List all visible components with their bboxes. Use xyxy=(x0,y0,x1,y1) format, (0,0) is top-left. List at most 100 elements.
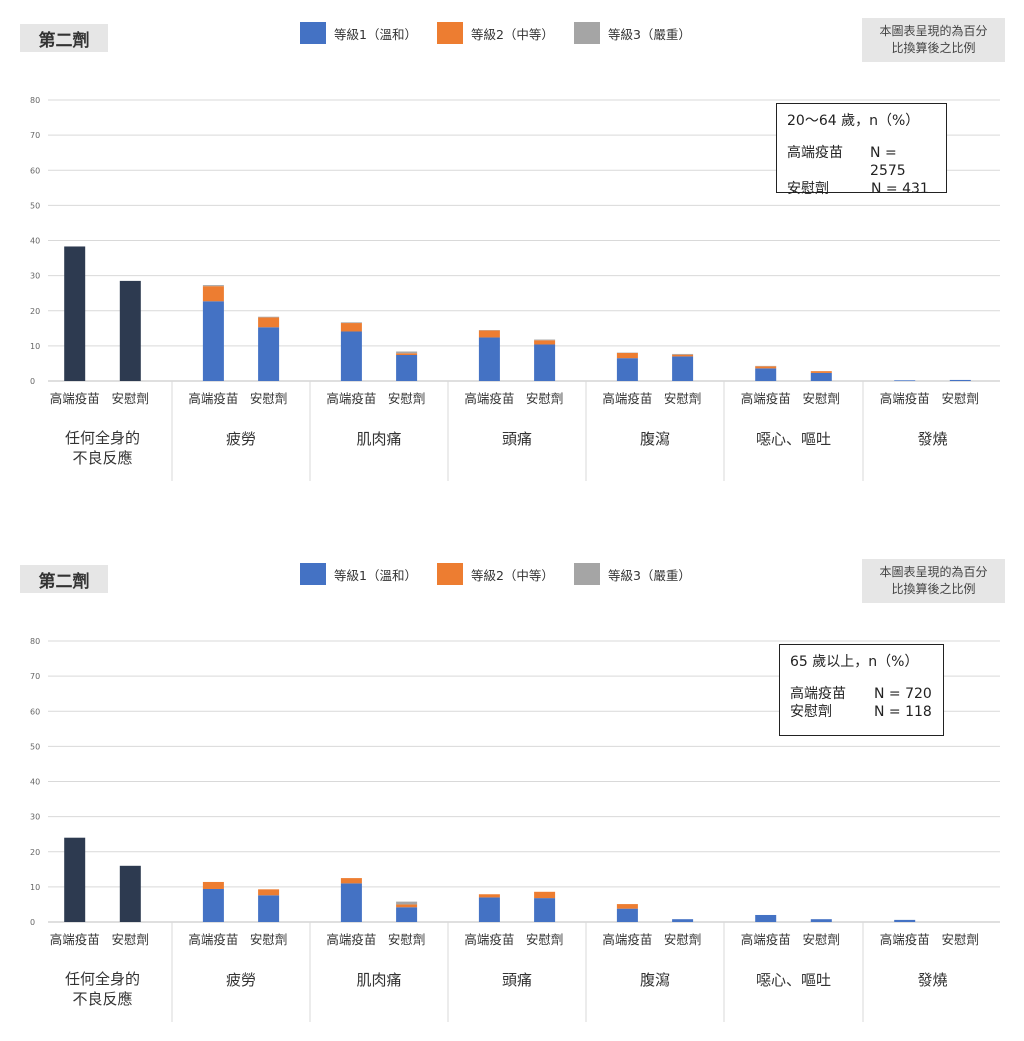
y-tick-label: 30 xyxy=(30,272,40,281)
bar-segment-grade1 xyxy=(811,919,832,922)
sample-value-vaccine: N = 720 xyxy=(874,685,932,703)
bar-segment-grade2 xyxy=(203,882,224,889)
bar-segment-grade2 xyxy=(811,371,832,373)
sample-size-box: 65 歲以上，n（%） 高端疫苗 N = 720 安慰劑 N = 118 xyxy=(779,644,944,736)
bar-segment-grade1 xyxy=(258,327,279,381)
x-tick-label: 安慰劑 xyxy=(526,932,564,947)
bar-segment-grade1 xyxy=(396,907,417,922)
x-tick-label: 安慰劑 xyxy=(803,932,841,947)
x-tick-label: 高端疫苗 xyxy=(464,932,514,947)
group-label: 肌肉痛 xyxy=(356,430,401,448)
x-tick-label: 高端疫苗 xyxy=(50,932,100,947)
group-label: 疲勞 xyxy=(226,971,256,989)
bar-segment-grade1 xyxy=(479,337,500,381)
bar-segment-grade2 xyxy=(755,366,776,368)
bar-segment-grade1 xyxy=(341,883,362,922)
x-tick-label: 安慰劑 xyxy=(664,932,702,947)
sample-size-box: 20～64 歲，n（%） 高端疫苗 N = 2575 安慰劑 N = 431 xyxy=(776,103,947,193)
sample-value-vaccine: N = 2575 xyxy=(870,144,936,180)
bar-segment-grade2 xyxy=(617,353,638,358)
sample-size-title: 20～64 歲，n（%） xyxy=(787,110,936,130)
sample-size-title: 65 歲以上，n（%） xyxy=(790,651,933,671)
x-tick-label: 安慰劑 xyxy=(388,932,426,947)
bar-segment-grade1 xyxy=(894,380,915,381)
x-tick-label: 高端疫苗 xyxy=(188,391,238,406)
y-tick-label: 60 xyxy=(30,166,40,175)
bar-segment-grade1 xyxy=(950,380,971,381)
x-tick-label: 安慰劑 xyxy=(664,391,702,406)
bar-segment-grade1 xyxy=(672,919,693,922)
group-label: 噁心、嘔吐 xyxy=(756,430,831,448)
y-tick-label: 40 xyxy=(30,778,40,787)
x-tick-label: 高端疫苗 xyxy=(326,932,376,947)
group-label: 肌肉痛 xyxy=(356,971,401,989)
x-tick-label: 高端疫苗 xyxy=(741,932,791,947)
bar-segment-grade2 xyxy=(479,330,500,337)
group-label: 不良反應 xyxy=(72,449,132,467)
bar-segment-grade1 xyxy=(672,356,693,381)
group-label: 噁心、嘔吐 xyxy=(756,971,831,989)
bar-segment-grade1 xyxy=(811,373,832,381)
x-tick-label: 安慰劑 xyxy=(250,391,288,406)
x-tick-label: 安慰劑 xyxy=(942,932,980,947)
bar-segment-grade2 xyxy=(534,340,555,344)
bar-segment-grade3 xyxy=(258,317,279,318)
group-label: 疲勞 xyxy=(226,430,256,448)
bar-segment-grade1 xyxy=(534,898,555,922)
bar-chart: 01020304050607080高端疫苗安慰劑高端疫苗安慰劑高端疫苗安慰劑高端… xyxy=(0,541,1024,1041)
bar-segment-grade1 xyxy=(203,889,224,922)
bar-segment-grade1 xyxy=(258,895,279,922)
group-label: 頭痛 xyxy=(502,971,532,989)
x-tick-label: 安慰劑 xyxy=(112,391,150,406)
y-tick-label: 0 xyxy=(30,918,35,927)
x-tick-label: 高端疫苗 xyxy=(50,391,100,406)
bar-chart: 01020304050607080高端疫苗安慰劑高端疫苗安慰劑高端疫苗安慰劑高端… xyxy=(0,0,1024,500)
bar-segment-grade2 xyxy=(341,323,362,331)
bar-segment-grade2 xyxy=(203,286,224,301)
group-label: 發燒 xyxy=(917,430,947,448)
bar-segment-grade1 xyxy=(479,897,500,922)
y-tick-label: 50 xyxy=(30,742,40,751)
bar-segment-grade1 xyxy=(396,355,417,381)
bar-segment-grade2 xyxy=(479,894,500,897)
bar-segment-grade2 xyxy=(534,892,555,898)
bar-segment-grade1 xyxy=(203,301,224,381)
bar-segment-grade1 xyxy=(341,331,362,381)
x-tick-label: 高端疫苗 xyxy=(602,391,652,406)
chart-panel-20-64: 第二劑 等級1（溫和） 等級2（中等） 等級3（嚴重） 本圖表呈現的為百分 比換… xyxy=(0,0,1024,500)
x-tick-label: 安慰劑 xyxy=(112,932,150,947)
sample-label-placebo: 安慰劑 xyxy=(790,703,874,721)
x-tick-label: 高端疫苗 xyxy=(741,391,791,406)
x-tick-label: 高端疫苗 xyxy=(880,932,930,947)
bar-segment-grade3 xyxy=(341,322,362,323)
x-tick-label: 高端疫苗 xyxy=(188,932,238,947)
bar-segment-grade3 xyxy=(396,902,417,905)
group-label: 任何全身的 xyxy=(65,429,140,447)
y-tick-label: 50 xyxy=(30,201,40,210)
sample-label-vaccine: 高端疫苗 xyxy=(787,144,870,180)
y-tick-label: 80 xyxy=(30,637,40,646)
bar-any-systemic xyxy=(120,866,141,922)
y-tick-label: 10 xyxy=(30,883,40,892)
bar-segment-grade3 xyxy=(534,340,555,341)
bar-segment-grade1 xyxy=(534,344,555,381)
bar-segment-grade3 xyxy=(396,351,417,353)
group-label: 頭痛 xyxy=(502,430,532,448)
sample-row-placebo: 安慰劑 N = 118 xyxy=(790,703,933,721)
chart-panel-65-plus: 第二劑 等級1（溫和） 等級2（中等） 等級3（嚴重） 本圖表呈現的為百分 比換… xyxy=(0,541,1024,1041)
x-tick-label: 安慰劑 xyxy=(388,391,426,406)
y-tick-label: 30 xyxy=(30,813,40,822)
y-tick-label: 70 xyxy=(30,131,40,140)
bar-segment-grade2 xyxy=(341,878,362,883)
bar-any-systemic xyxy=(64,838,85,922)
group-label: 發燒 xyxy=(917,971,947,989)
y-tick-label: 20 xyxy=(30,307,40,316)
bar-segment-grade1 xyxy=(617,909,638,922)
group-label: 任何全身的 xyxy=(65,970,140,988)
bar-any-systemic xyxy=(120,281,141,381)
x-tick-label: 安慰劑 xyxy=(250,932,288,947)
bar-segment-grade1 xyxy=(755,368,776,381)
bar-segment-grade2 xyxy=(617,904,638,909)
sample-value-placebo: N = 118 xyxy=(874,703,932,721)
x-tick-label: 安慰劑 xyxy=(526,391,564,406)
